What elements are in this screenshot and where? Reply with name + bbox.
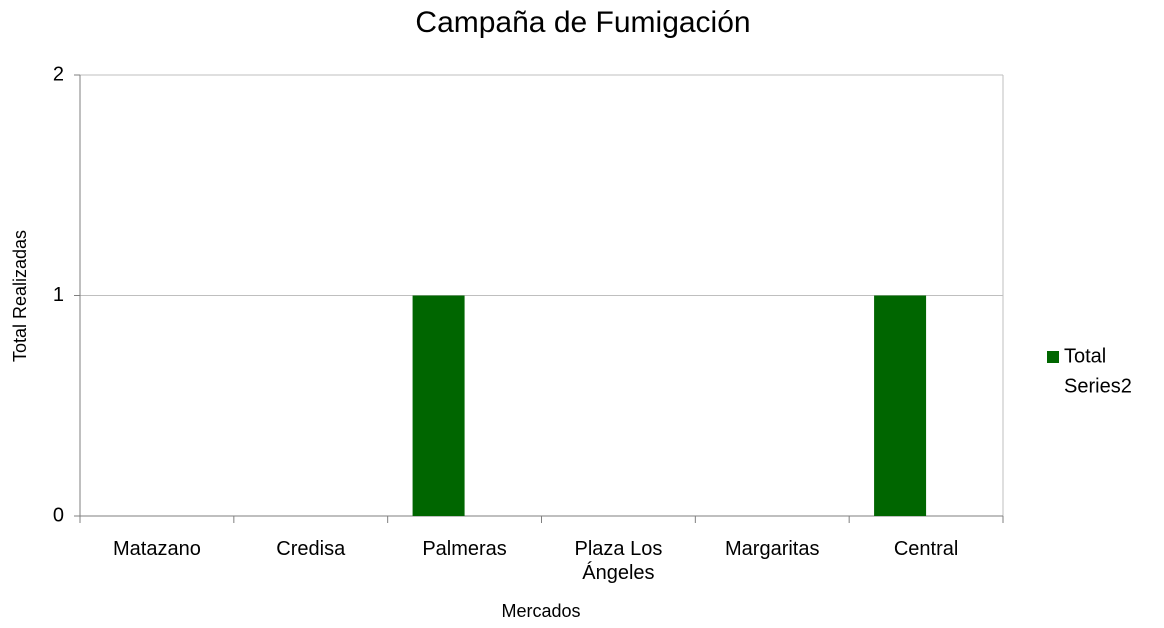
legend-label: Series2 xyxy=(1064,375,1132,397)
legend-swatch xyxy=(1047,351,1059,363)
y-tick-label: 2 xyxy=(53,63,64,85)
y-tick-label: 1 xyxy=(53,284,64,306)
y-axis-label: Total Realizadas xyxy=(10,230,30,362)
x-tick-label: Palmeras xyxy=(422,538,507,560)
bar xyxy=(412,295,465,516)
x-tick-label: Central xyxy=(893,538,959,560)
x-axis-label: Mercados xyxy=(501,601,580,621)
y-tick-label: 0 xyxy=(53,504,64,526)
x-tick-label: Credisa xyxy=(276,538,346,560)
legend-label: Total xyxy=(1064,345,1106,367)
x-tick-label: Plaza Los Ángeles xyxy=(574,538,663,584)
x-tick-label: Matazano xyxy=(112,538,201,560)
legend-swatch xyxy=(1047,381,1059,393)
chart-title: Campaña de Fumigación xyxy=(415,6,750,39)
x-tick-label: Margaritas xyxy=(725,538,820,560)
bar xyxy=(874,295,927,516)
